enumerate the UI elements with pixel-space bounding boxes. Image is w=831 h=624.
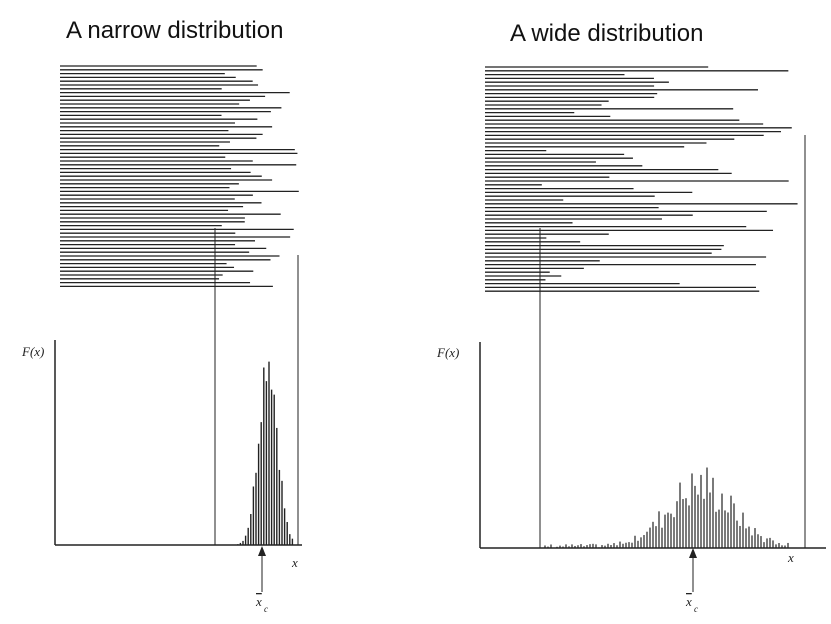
arrow-head <box>689 548 697 558</box>
panel-title: A narrow distribution <box>66 17 283 44</box>
y-axis-label: F(x) <box>21 344 44 359</box>
y-axis-label: F(x) <box>436 345 459 360</box>
x-axis-label: x <box>787 550 794 565</box>
panel-title: A wide distribution <box>510 20 703 47</box>
x-axis-label: x <box>291 555 298 570</box>
mean-label: x <box>685 594 692 609</box>
axes <box>54 135 826 592</box>
mean-subscript: c <box>694 604 698 614</box>
illustration <box>60 65 798 548</box>
mean-subscript: c <box>264 604 268 614</box>
arrow-head <box>258 546 266 556</box>
mean-label: x <box>255 594 262 609</box>
